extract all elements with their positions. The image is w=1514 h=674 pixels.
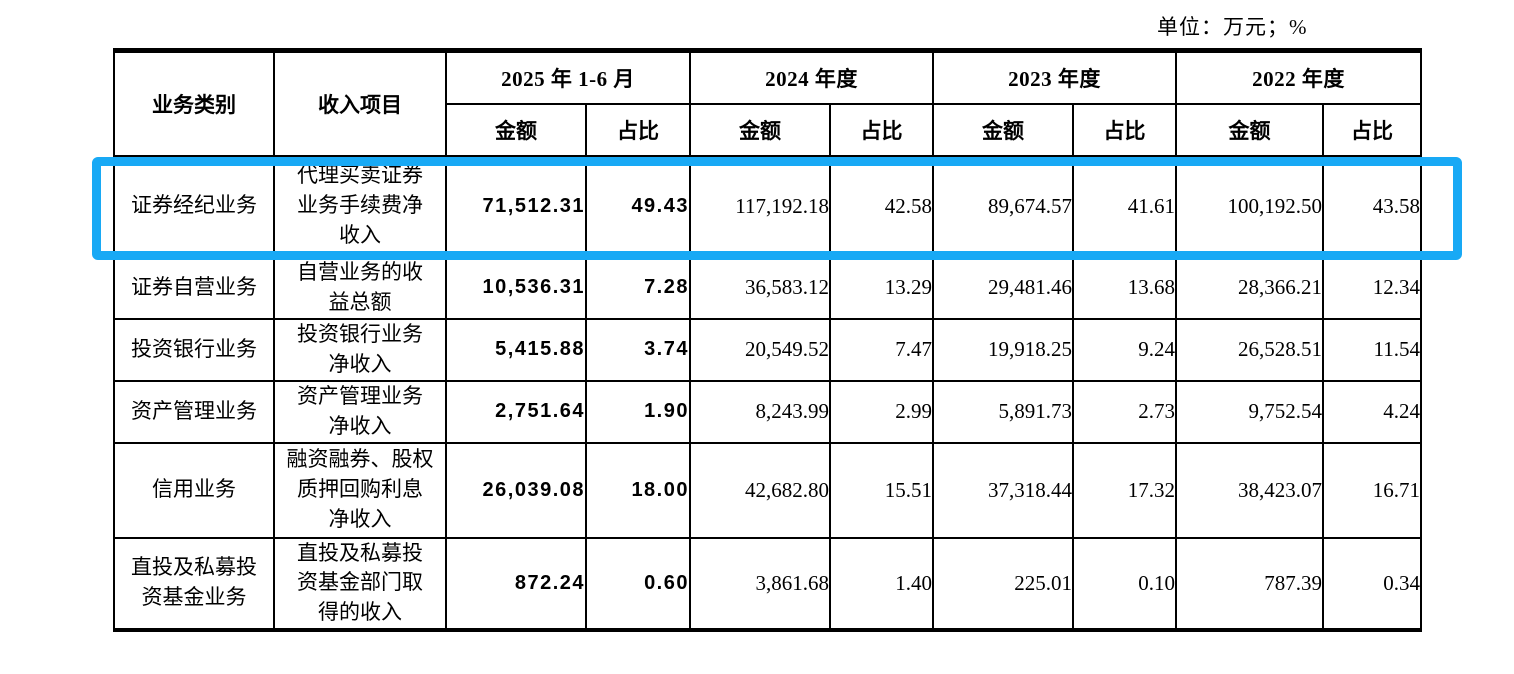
amount-cell: 42,682.80 (689, 441, 831, 539)
ratio-cell: 11.54 (1322, 317, 1422, 382)
amount-cell: 8,243.99 (689, 379, 831, 444)
amount-cell: 37,318.44 (932, 441, 1074, 539)
header-ratio: 占比 (1072, 102, 1177, 157)
table-row: 证券自营业务 自营业务的收 益总额 10,536.31 7.28 36,583.… (113, 255, 1422, 320)
category-cell: 直投及私募投 资基金业务 (113, 536, 275, 631)
header-business-category: 业务类别 (113, 49, 275, 157)
table-row: 投资银行业务 投资银行业务 净收入 5,415.88 3.74 20,549.5… (113, 317, 1422, 382)
amount-cell: 89,674.57 (932, 154, 1074, 258)
amount-cell: 9,752.54 (1175, 379, 1324, 444)
amount-cell: 28,366.21 (1175, 255, 1324, 320)
revenue-breakdown-table: 业务类别 收入项目 2025 年 1-6 月 2024 年度 2023 年度 2… (113, 48, 1422, 632)
amount-cell: 2,751.64 (445, 379, 587, 444)
item-cell: 资产管理业务 净收入 (273, 379, 447, 444)
header-amount: 金额 (445, 102, 587, 157)
header-period-2025: 2025 年 1-6 月 (445, 49, 691, 105)
header-revenue-item: 收入项目 (273, 49, 447, 157)
amount-cell: 100,192.50 (1175, 154, 1324, 258)
amount-cell: 117,192.18 (689, 154, 831, 258)
item-cell: 自营业务的收 益总额 (273, 255, 447, 320)
header-amount: 金额 (689, 102, 831, 157)
amount-cell: 3,861.68 (689, 536, 831, 631)
ratio-cell: 15.51 (829, 441, 934, 539)
ratio-cell: 2.73 (1072, 379, 1177, 444)
table-row: 资产管理业务 资产管理业务 净收入 2,751.64 1.90 8,243.99… (113, 379, 1422, 444)
ratio-cell: 43.58 (1322, 154, 1422, 258)
ratio-cell: 17.32 (1072, 441, 1177, 539)
ratio-cell: 42.58 (829, 154, 934, 258)
ratio-cell: 18.00 (585, 441, 691, 539)
header-ratio: 占比 (1322, 102, 1422, 157)
table-row: 证券经纪业务 代理买卖证券 业务手续费净 收入 71,512.31 49.43 … (113, 154, 1422, 258)
ratio-cell: 13.68 (1072, 255, 1177, 320)
ratio-cell: 7.28 (585, 255, 691, 320)
ratio-cell: 2.99 (829, 379, 934, 444)
amount-cell: 29,481.46 (932, 255, 1074, 320)
amount-cell: 5,415.88 (445, 317, 587, 382)
ratio-cell: 41.61 (1072, 154, 1177, 258)
ratio-cell: 16.71 (1322, 441, 1422, 539)
amount-cell: 38,423.07 (1175, 441, 1324, 539)
ratio-cell: 49.43 (585, 154, 691, 258)
ratio-cell: 4.24 (1322, 379, 1422, 444)
item-cell: 融资融券、股权 质押回购利息 净收入 (273, 441, 447, 539)
ratio-cell: 9.24 (1072, 317, 1177, 382)
amount-cell: 26,528.51 (1175, 317, 1324, 382)
header-period-2022: 2022 年度 (1175, 49, 1422, 105)
ratio-cell: 1.40 (829, 536, 934, 631)
ratio-cell: 1.90 (585, 379, 691, 444)
header-ratio: 占比 (829, 102, 934, 157)
amount-cell: 872.24 (445, 536, 587, 631)
ratio-cell: 0.60 (585, 536, 691, 631)
header-ratio: 占比 (585, 102, 691, 157)
ratio-cell: 7.47 (829, 317, 934, 382)
header-period-2023: 2023 年度 (932, 49, 1177, 105)
amount-cell: 787.39 (1175, 536, 1324, 631)
ratio-cell: 3.74 (585, 317, 691, 382)
category-cell: 信用业务 (113, 441, 275, 539)
amount-cell: 5,891.73 (932, 379, 1074, 444)
category-cell: 投资银行业务 (113, 317, 275, 382)
amount-cell: 36,583.12 (689, 255, 831, 320)
ratio-cell: 12.34 (1322, 255, 1422, 320)
header-amount: 金额 (1175, 102, 1324, 157)
amount-cell: 26,039.08 (445, 441, 587, 539)
item-cell: 投资银行业务 净收入 (273, 317, 447, 382)
table-row: 信用业务 融资融券、股权 质押回购利息 净收入 26,039.08 18.00 … (113, 441, 1422, 539)
unit-note: 单位：万元；% (1157, 15, 1308, 39)
category-cell: 证券经纪业务 (113, 154, 275, 258)
amount-cell: 225.01 (932, 536, 1074, 631)
category-cell: 证券自营业务 (113, 255, 275, 320)
amount-cell: 20,549.52 (689, 317, 831, 382)
ratio-cell: 0.10 (1072, 536, 1177, 631)
amount-cell: 71,512.31 (445, 154, 587, 258)
amount-cell: 19,918.25 (932, 317, 1074, 382)
header-amount: 金额 (932, 102, 1074, 157)
table-row: 直投及私募投 资基金业务 直投及私募投 资基金部门取 得的收入 872.24 0… (113, 536, 1422, 631)
ratio-cell: 0.34 (1322, 536, 1422, 631)
item-cell: 代理买卖证券 业务手续费净 收入 (273, 154, 447, 258)
category-cell: 资产管理业务 (113, 379, 275, 444)
item-cell: 直投及私募投 资基金部门取 得的收入 (273, 536, 447, 631)
header-period-2024: 2024 年度 (689, 49, 934, 105)
ratio-cell: 13.29 (829, 255, 934, 320)
amount-cell: 10,536.31 (445, 255, 587, 320)
